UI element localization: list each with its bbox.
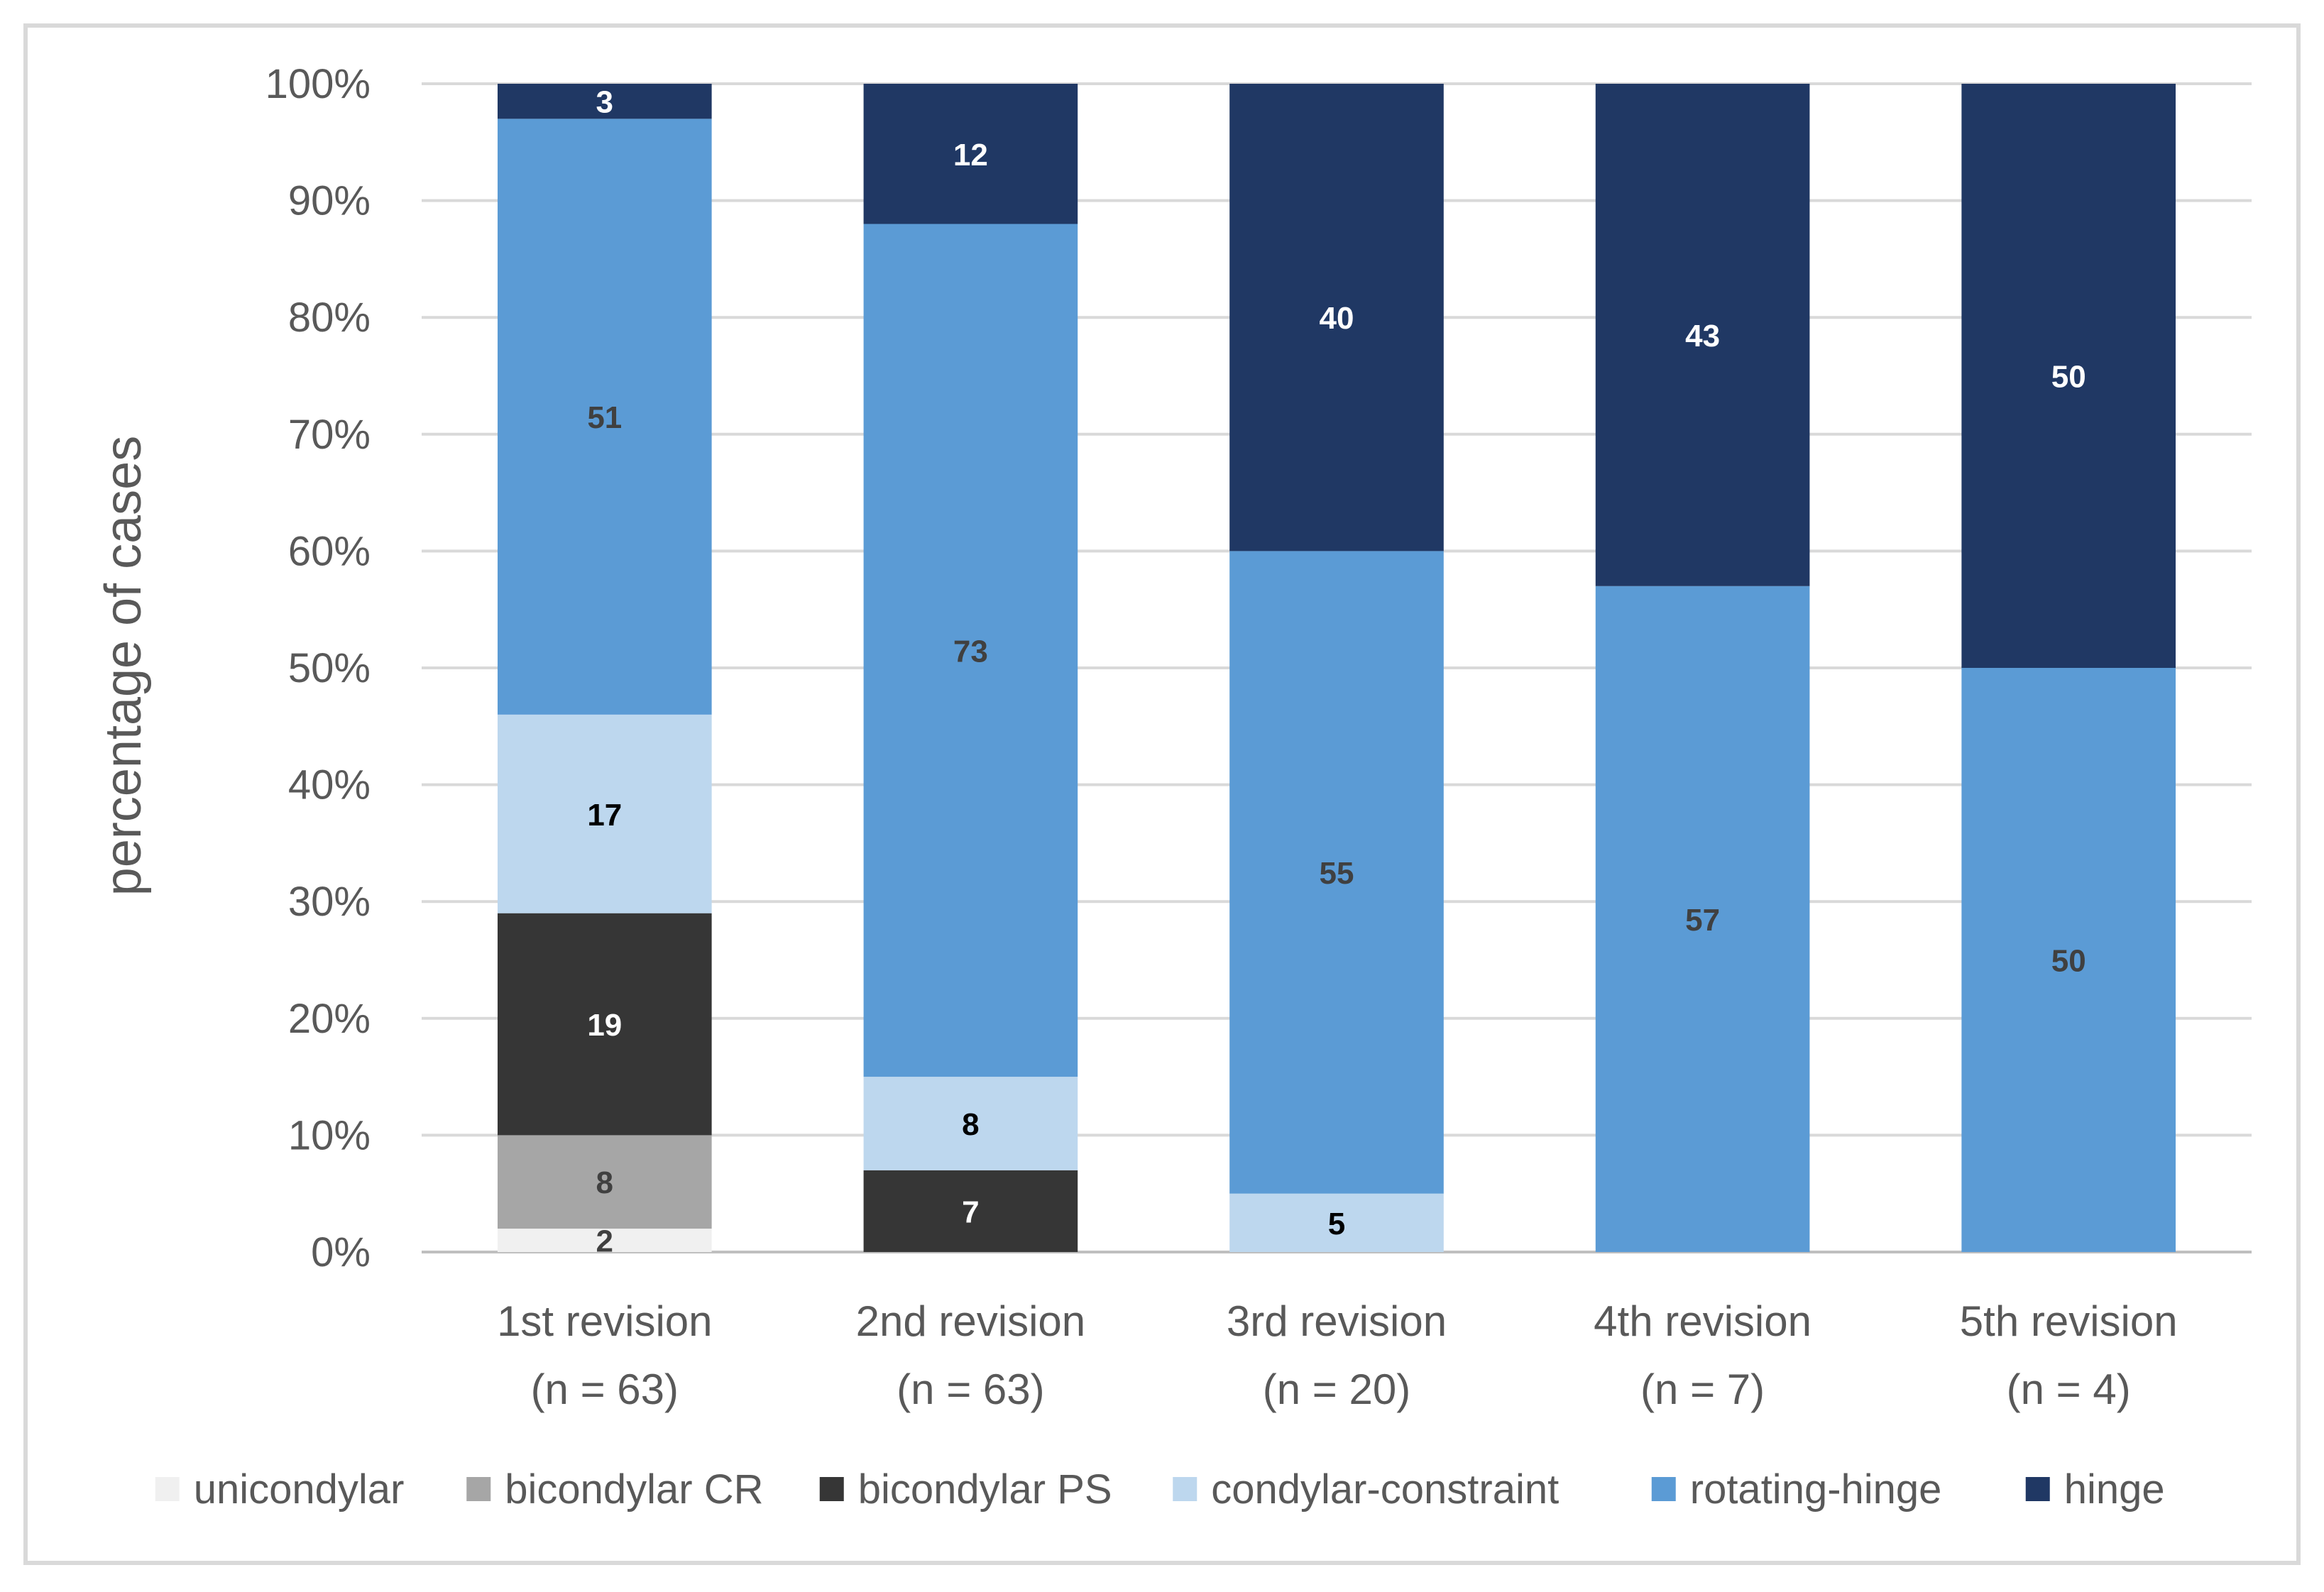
legend-swatch <box>2025 1477 2050 1501</box>
x-tick-label: 1st revision <box>497 1297 712 1345</box>
bar-rotating-hinge <box>1961 668 2176 1252</box>
x-tick-label: 5th revision <box>1960 1297 2178 1345</box>
bar-bicondylar-cr <box>497 1135 712 1229</box>
x-tick-label: 3rd revision <box>1227 1297 1447 1345</box>
legend-label: unicondylar <box>194 1466 405 1513</box>
y-tick-label: 60% <box>288 528 371 574</box>
bar-hinge <box>863 84 1078 224</box>
x-axis: 1st revision (n = 63) 2nd revision (n = 63)… <box>497 1297 2178 1413</box>
legend-swatch <box>1651 1477 1676 1501</box>
data-label: 17 <box>587 798 622 833</box>
legend-item-condylar-constraint: condylar-constraint <box>1173 1466 1559 1513</box>
legend-label: hinge <box>2064 1466 2165 1513</box>
x-tick-sublabel: (n = 63) <box>531 1366 679 1413</box>
legend-label: bicondylar CR <box>505 1466 763 1513</box>
bar-unicondylar <box>497 1229 712 1252</box>
legend-swatch <box>155 1477 180 1501</box>
y-tick-label: 30% <box>288 879 371 925</box>
data-label: 3 <box>596 85 613 120</box>
bar-hinge <box>1229 84 1444 551</box>
legend-swatch <box>819 1477 844 1501</box>
data-label: 50 <box>2051 944 2086 979</box>
y-axis: 0% 10% 20% 30% 40% 50% 60% 70% 80% 90% 100% <box>265 61 371 1275</box>
data-label: 12 <box>953 138 988 172</box>
bar-condylar-constraint <box>1229 1193 1444 1252</box>
y-tick-label: 0% <box>311 1229 371 1275</box>
bars <box>497 84 2176 1252</box>
data-label: 50 <box>2051 360 2086 395</box>
legend-label: condylar-constraint <box>1211 1466 1559 1513</box>
y-tick-label: 100% <box>265 61 371 107</box>
bar-hinge <box>1961 84 2176 668</box>
x-tick-label: 2nd revision <box>856 1297 1086 1345</box>
x-tick-sublabel: (n = 20) <box>1263 1366 1410 1413</box>
data-label: 40 <box>1320 301 1354 336</box>
data-label: 73 <box>953 634 988 669</box>
legend-item-hinge: hinge <box>2025 1466 2165 1513</box>
y-tick-label: 80% <box>288 295 371 341</box>
y-tick-label: 40% <box>288 762 371 808</box>
data-label: 8 <box>596 1165 613 1200</box>
y-tick-label: 10% <box>288 1112 371 1158</box>
x-tick-label: 4th revision <box>1594 1297 1811 1345</box>
y-tick-label: 20% <box>288 996 371 1042</box>
bar-hinge <box>497 84 712 119</box>
data-label: 5 <box>1328 1207 1345 1241</box>
y-tick-label: 90% <box>288 178 371 224</box>
bar-rotating-hinge <box>863 224 1078 1077</box>
legend-swatch <box>1173 1477 1197 1501</box>
data-label: 7 <box>962 1195 979 1229</box>
legend: unicondylar bicondylar CR bicondylar PS con… <box>155 1466 2165 1513</box>
data-label: 2 <box>596 1224 613 1259</box>
data-label: 55 <box>1320 856 1354 891</box>
bar-condylar-constraint <box>497 714 712 913</box>
legend-item-bicondylar-ps: bicondylar PS <box>819 1466 1112 1513</box>
x-tick-sublabel: (n = 4) <box>2007 1366 2131 1413</box>
x-tick-sublabel: (n = 7) <box>1640 1366 1765 1413</box>
legend-item-bicondylar-cr: bicondylar CR <box>466 1466 764 1513</box>
legend-label: bicondylar PS <box>858 1466 1112 1513</box>
legend-label: rotating-hinge <box>1690 1466 1942 1513</box>
bar-bicondylar-ps <box>497 913 712 1136</box>
legend-item-unicondylar: unicondylar <box>155 1466 405 1513</box>
x-tick-sublabel: (n = 63) <box>897 1366 1044 1413</box>
y-axis-title: percentage of cases <box>95 436 152 896</box>
legend-item-rotating-hinge: rotating-hinge <box>1651 1466 1942 1513</box>
data-label: 8 <box>962 1107 979 1142</box>
data-label: 43 <box>1685 319 1720 353</box>
legend-swatch <box>466 1477 491 1501</box>
bar-rotating-hinge <box>1595 586 1810 1252</box>
bar-rotating-hinge <box>497 119 712 715</box>
data-label: 19 <box>587 1008 622 1043</box>
bar-hinge <box>1595 84 1810 586</box>
chart-frame <box>23 23 2301 1565</box>
bar-bicondylar-ps <box>863 1170 1078 1252</box>
data-label: 57 <box>1685 903 1720 938</box>
bar-condylar-constraint <box>863 1077 1078 1170</box>
y-tick-label: 50% <box>288 645 371 691</box>
y-tick-label: 70% <box>288 412 371 458</box>
data-label: 51 <box>587 400 622 435</box>
bar-rotating-hinge <box>1229 551 1444 1194</box>
